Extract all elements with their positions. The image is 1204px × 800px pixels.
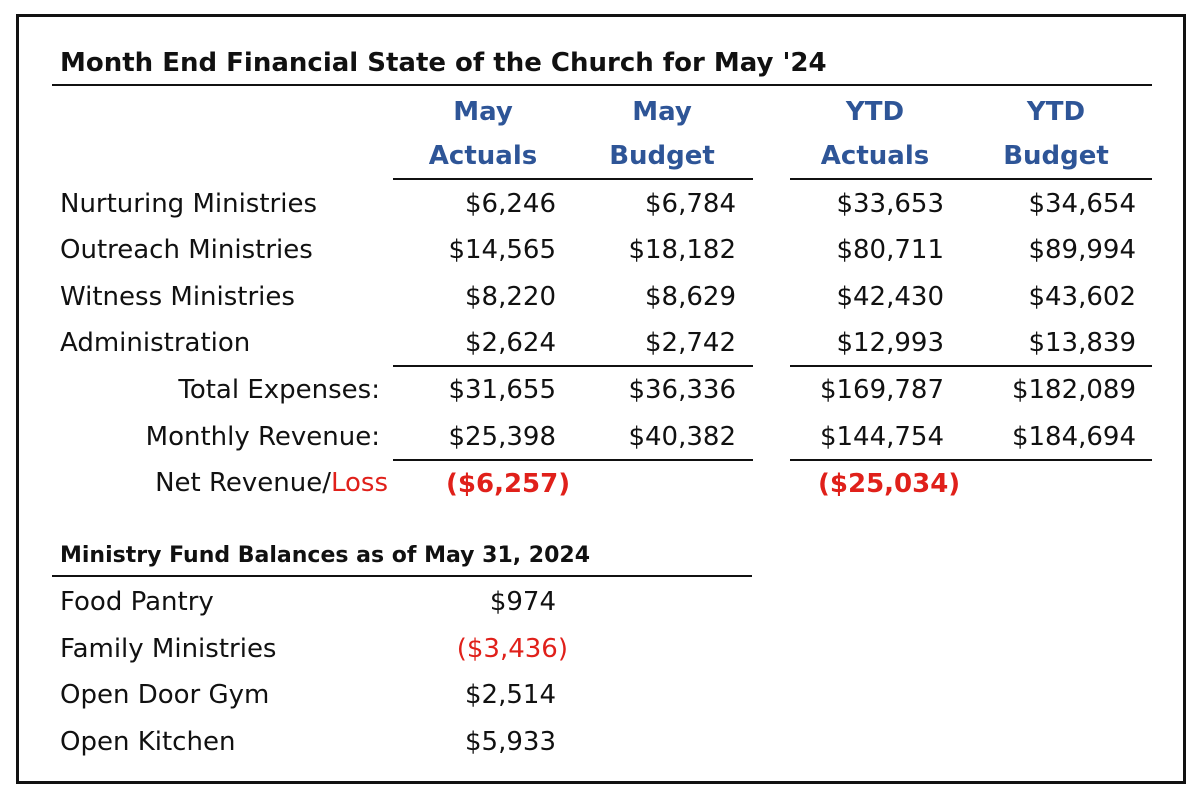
cell-value: $13,839: [1028, 328, 1136, 358]
cell-value: $182,089: [1011, 375, 1136, 405]
row-label: Administration: [60, 328, 251, 358]
net-may-actual: ($6,257): [446, 469, 571, 499]
title-underline: [52, 84, 1152, 86]
col-header-may-actuals-2: Actuals: [428, 141, 538, 171]
may-header-rule: [393, 178, 753, 180]
total-expenses-label: Total Expenses:: [178, 375, 380, 405]
fund-balances-title: Ministry Fund Balances as of May 31, 202…: [60, 543, 591, 568]
ytd-total-rule: [790, 459, 1152, 461]
may-total-rule: [393, 459, 753, 461]
cell-value: $34,654: [1028, 189, 1136, 219]
row-label: Nurturing Ministries: [60, 189, 318, 219]
cell-value: $42,430: [836, 282, 944, 312]
fund-value: $5,933: [465, 727, 556, 757]
ytd-header-rule: [790, 178, 1152, 180]
cell-value: $12,993: [836, 328, 944, 358]
fund-label: Open Door Gym: [60, 680, 270, 710]
cell-value: $14,565: [448, 235, 556, 265]
cell-value: $6,784: [645, 189, 736, 219]
net-ytd-actual: ($25,034): [818, 469, 961, 499]
cell-value: $31,655: [448, 375, 556, 405]
cell-value: $6,246: [465, 189, 556, 219]
col-header-ytd-actuals-1: YTD: [845, 97, 905, 127]
row-label: Outreach Ministries: [60, 235, 313, 265]
may-subtotal-rule: [393, 365, 753, 367]
cell-value: $18,182: [628, 235, 736, 265]
row-label: Witness Ministries: [60, 282, 295, 312]
cell-value: $25,398: [448, 422, 556, 452]
fund-label: Open Kitchen: [60, 727, 236, 757]
cell-value: $80,711: [836, 235, 944, 265]
fund-value: ($3,436): [456, 634, 568, 664]
col-header-may-actuals-1: May: [453, 97, 513, 127]
cell-value: $89,994: [1028, 235, 1136, 265]
cell-value: $43,602: [1028, 282, 1136, 312]
report-title: Month End Financial State of the Church …: [60, 48, 827, 78]
cell-value: $169,787: [819, 375, 944, 405]
col-header-ytd-budget-1: YTD: [1026, 97, 1086, 127]
col-header-ytd-budget-2: Budget: [1003, 141, 1109, 171]
col-header-may-budget-2: Budget: [609, 141, 715, 171]
col-header-ytd-actuals-2: Actuals: [820, 141, 930, 171]
report-frame: [16, 14, 1186, 784]
ytd-subtotal-rule: [790, 365, 1152, 367]
col-header-may-budget-1: May: [632, 97, 692, 127]
cell-value: $2,624: [465, 328, 556, 358]
cell-value: $144,754: [819, 422, 944, 452]
cell-value: $8,629: [645, 282, 736, 312]
net-revenue-label-black: Net Revenue/: [155, 468, 331, 498]
cell-value: $40,382: [628, 422, 736, 452]
cell-value: $8,220: [465, 282, 556, 312]
cell-value: $2,742: [645, 328, 736, 358]
monthly-revenue-label: Monthly Revenue:: [145, 422, 380, 452]
fund-label: Family Ministries: [60, 634, 277, 664]
cell-value: $33,653: [836, 189, 944, 219]
cell-value: $184,694: [1011, 422, 1136, 452]
fund-balances-rule: [52, 575, 752, 577]
fund-value: $974: [489, 587, 556, 617]
cell-value: $36,336: [628, 375, 736, 405]
fund-value: $2,514: [465, 680, 556, 710]
net-revenue-label: Net Revenue/Loss: [60, 461, 388, 505]
fund-label: Food Pantry: [60, 587, 214, 617]
net-revenue-label-red: Loss: [330, 468, 388, 498]
